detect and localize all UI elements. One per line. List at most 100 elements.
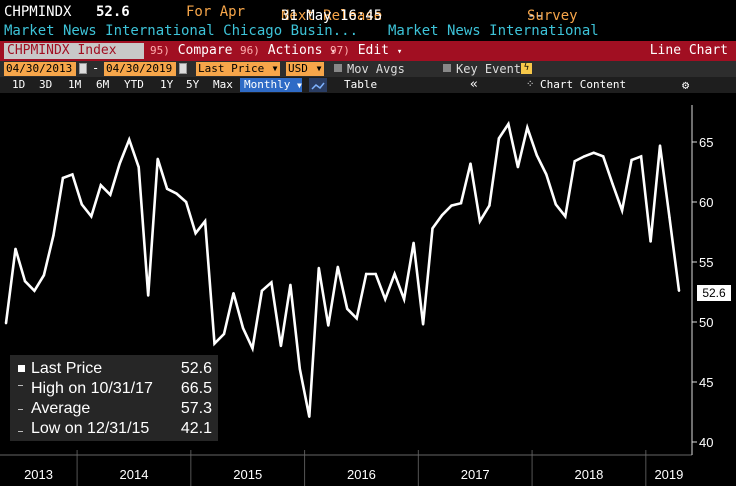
data-point (384, 298, 387, 301)
data-point (459, 202, 463, 205)
currency-select[interactable]: USD (286, 62, 314, 76)
data-point (526, 126, 529, 129)
date-separator: - (92, 61, 100, 75)
y-axis: 40 45 50 55 60 65 (691, 105, 713, 455)
start-calendar-icon[interactable] (79, 63, 87, 74)
data-point (583, 155, 586, 158)
currency-chevron-down-icon[interactable]: ▼ (314, 62, 324, 76)
data-point (128, 138, 131, 141)
index-input[interactable]: CHPMINDX Index (4, 43, 144, 59)
frequency-chevron-down-icon: ▼ (296, 81, 302, 90)
chart-content-icon: ⁘ (526, 79, 535, 90)
actions-button[interactable]: 96) Actions ▾ (240, 43, 336, 59)
key-events-label[interactable]: Key Events (456, 62, 529, 76)
y-tick-label: 40 (699, 435, 713, 450)
data-point (516, 166, 520, 169)
x-tick-label: 2019 (654, 467, 683, 482)
source-link-1[interactable]: Market News International Chicago Busin.… (4, 23, 359, 39)
data-point (620, 209, 624, 212)
last-value: 52.6 (96, 4, 130, 20)
data-point (298, 367, 301, 370)
data-point (554, 203, 557, 206)
line-chart-glyph (311, 82, 325, 90)
legend-last-value: 52.6 (180, 360, 212, 377)
table-button[interactable]: Table (344, 78, 378, 91)
actions-shortcut: 96) (240, 44, 260, 57)
edit-button[interactable]: 97) Edit ▾ (330, 43, 402, 59)
data-point (346, 307, 349, 310)
period-tab-3d[interactable]: 3D (39, 78, 53, 91)
start-date-field[interactable]: 04/30/2013 (4, 62, 76, 76)
data-point (450, 204, 453, 207)
data-point (327, 324, 330, 327)
data-point (4, 322, 8, 325)
ticker-symbol[interactable]: CHPMINDX (4, 4, 72, 20)
year-grid (0, 450, 692, 486)
data-point (355, 317, 358, 320)
legend-low-row: Low on 12/31/15 42.1 (10, 419, 218, 439)
frequency-select[interactable]: Monthly ▼ (240, 78, 302, 92)
field-select[interactable]: Last Price (196, 62, 270, 76)
data-point (317, 266, 320, 270)
legend-average-label: Average (31, 400, 91, 417)
legend-last-marker-icon (18, 365, 25, 372)
y-tick-label: 60 (699, 195, 713, 210)
data-point (507, 122, 510, 126)
data-point (592, 151, 595, 154)
compare-button[interactable]: 95) Compare (150, 43, 233, 59)
chart-content-button[interactable]: Chart Content (540, 78, 627, 91)
source-row: Market News International Chicago Busin.… (0, 22, 736, 40)
data-point (99, 184, 103, 187)
security-header: CHPMINDX 52.6 For Apr Next Release 31 Ma… (0, 0, 736, 24)
data-point (649, 240, 652, 243)
data-point (564, 215, 567, 218)
end-calendar-icon[interactable] (179, 63, 187, 74)
data-point (279, 344, 283, 348)
y-tick-label: 45 (699, 375, 713, 390)
x-tick-label: 2017 (461, 467, 490, 482)
x-tick-label: 2015 (233, 467, 262, 482)
period-tab-1m[interactable]: 1M (68, 78, 82, 91)
mov-avgs-checkbox[interactable] (334, 64, 342, 72)
period-tab-ytd[interactable]: YTD (124, 78, 144, 91)
edit-chevron-down-icon: ▾ (396, 47, 403, 57)
data-point (80, 203, 84, 206)
data-point (630, 158, 633, 162)
collapse-icon[interactable]: « (470, 77, 478, 92)
data-point (639, 155, 643, 158)
data-point (222, 332, 226, 336)
data-point (668, 216, 671, 219)
data-point (573, 160, 576, 163)
data-point (402, 298, 406, 301)
command-toolbar: CHPMINDX Index 95) Compare 96) Actions ▾… (0, 41, 736, 61)
key-events-checkbox[interactable] (443, 64, 451, 72)
period-tab-6m[interactable]: 6M (96, 78, 110, 91)
gear-icon[interactable]: ⚙ (682, 78, 690, 92)
data-point (374, 272, 377, 276)
chart-type-label[interactable]: Line Chart (649, 43, 728, 58)
data-point (71, 173, 74, 176)
period-tab-5y[interactable]: 5Y (186, 78, 200, 91)
period-tab-max[interactable]: Max (213, 78, 233, 91)
end-date-field[interactable]: 04/30/2019 (104, 62, 176, 76)
period-tab-1d[interactable]: 1D (12, 78, 26, 91)
data-point (23, 280, 27, 283)
x-tick-label: 2018 (574, 467, 603, 482)
period-tab-1y[interactable]: 1Y (160, 78, 174, 91)
legend-last-label: Last Price (31, 360, 103, 377)
source-link-2[interactable]: Market News International (388, 23, 599, 39)
line-chart-icon[interactable] (309, 78, 327, 92)
mov-avgs-label[interactable]: Mov Avgs (347, 62, 405, 76)
legend-high-label: High on 10/31/17 (31, 380, 153, 397)
data-point (118, 162, 121, 165)
key-events-flag-icon[interactable]: ϟ (521, 63, 532, 74)
compare-shortcut: 95) (150, 44, 170, 57)
data-point (33, 289, 36, 292)
legend-high-value: 66.5 (180, 380, 212, 397)
field-chevron-down-icon[interactable]: ▼ (270, 62, 280, 76)
data-point (203, 220, 207, 223)
next-release-label: Next Release (281, 8, 383, 24)
data-point (421, 323, 425, 326)
legend-average-value: 57.3 (180, 400, 212, 417)
data-point (232, 292, 235, 295)
